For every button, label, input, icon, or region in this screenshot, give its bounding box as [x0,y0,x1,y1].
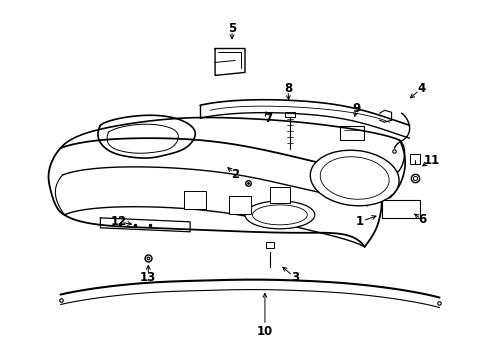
Text: 7: 7 [264,112,271,125]
FancyBboxPatch shape [269,187,289,203]
FancyBboxPatch shape [228,196,250,214]
Text: 10: 10 [256,325,272,338]
FancyBboxPatch shape [381,200,419,218]
Text: 6: 6 [418,213,426,226]
Text: 5: 5 [227,22,236,35]
Text: 8: 8 [283,82,291,95]
FancyBboxPatch shape [285,112,294,117]
Text: 3: 3 [290,271,298,284]
Text: 13: 13 [140,271,156,284]
Text: 2: 2 [230,167,239,180]
FancyBboxPatch shape [408,154,419,164]
Text: 9: 9 [352,102,360,115]
FancyBboxPatch shape [339,126,363,140]
Text: 4: 4 [417,82,425,95]
Text: 1: 1 [355,215,363,228]
FancyBboxPatch shape [265,242,273,248]
Text: 11: 11 [423,154,439,167]
Text: 12: 12 [110,215,126,228]
Ellipse shape [244,201,314,229]
FancyBboxPatch shape [184,191,205,209]
Ellipse shape [310,150,398,206]
